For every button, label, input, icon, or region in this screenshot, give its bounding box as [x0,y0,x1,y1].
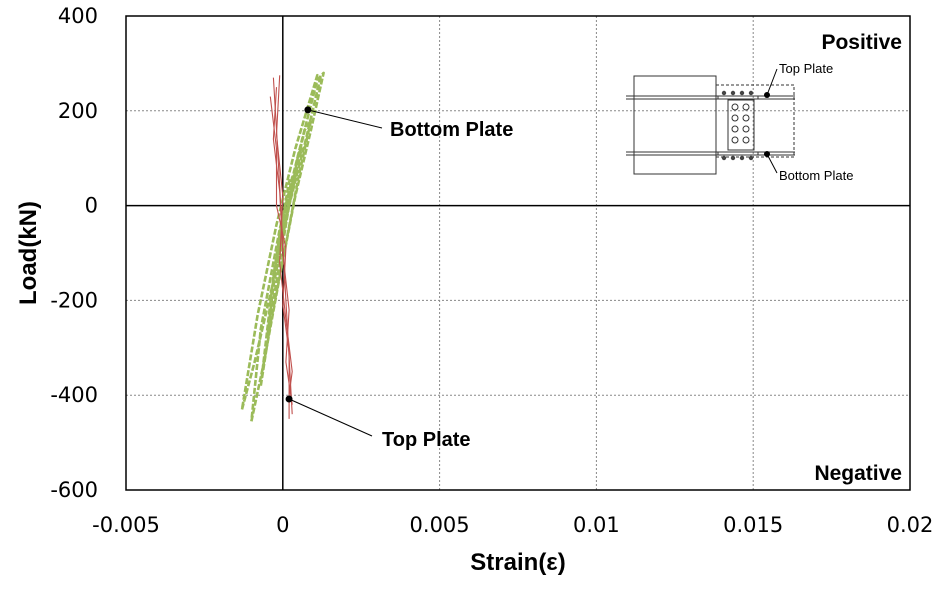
connection-inset: Top Plate Bottom Plate [626,61,853,183]
inset-bolt [742,136,750,144]
inset-bolt [742,103,750,111]
annotation-marker [304,106,312,114]
plot-frame [125,15,911,491]
inset-column [633,75,717,175]
negative-label: Negative [814,462,902,485]
y-axis-label: Load(kN) [15,201,42,305]
inset-top-leader [766,68,778,96]
annotation-label: Top Plate [382,429,471,451]
inset-web-plate [727,99,755,151]
inset-bolt [748,155,754,161]
zero-lines [126,16,910,490]
inset-bolt [730,155,736,161]
annotation-leader [288,398,373,437]
inset-bottom-plate [717,151,759,156]
inset-bolt [731,136,739,144]
y-tick-label: 0 [85,194,98,218]
positive-label: Positive [821,31,902,54]
inset-bottom-leader [766,153,778,174]
y-tick-labels: -600 -400 -200 0 200 400 [50,4,98,502]
y-tick-label: -200 [50,288,98,312]
x-tick-label: 0.005 [410,513,470,537]
series-1-loop-3 [275,75,293,396]
series-group [240,71,325,422]
inset-bolt [730,90,736,96]
inset-bottom-plate-label: Bottom Plate [779,168,853,183]
x-tick-label: 0 [276,513,289,537]
inset-bolt [721,90,727,96]
inset-bolt [742,125,750,133]
x-axis-label: Strain(ε) [470,549,565,576]
series-0-loop-1 [250,71,325,422]
annotations: Bottom Plate Top Plate [285,106,513,451]
x-tick-label: 0.02 [887,513,934,537]
inset-top-plate [717,95,759,100]
annotation-leader [307,109,383,129]
inset-bolt [748,90,754,96]
inset-bolt [721,155,727,161]
series-1-loop-1 [272,87,293,405]
y-tick-label: -400 [50,383,98,407]
inset-bolt [739,155,745,161]
y-tick-label: 200 [58,99,98,123]
series-1-loop-2 [269,96,290,419]
x-tick-label: 0.01 [573,513,620,537]
inset-bolt [739,90,745,96]
inset-bolt [731,114,739,122]
grid [125,15,911,491]
inset-top-plate-label: Top Plate [779,61,833,76]
annotation-label: Bottom Plate [390,119,513,141]
y-tick-label: -600 [50,478,98,502]
x-tick-label: 0.015 [723,513,783,537]
y-tick-label: 400 [58,4,98,28]
inset-bolt [742,114,750,122]
inset-bolt [731,125,739,133]
inset-bolt [731,103,739,111]
x-tick-labels: -0.005 0 0.005 0.01 0.015 0.02 [92,513,933,537]
x-tick-label: -0.005 [92,513,160,537]
annotation-marker [285,395,293,403]
series-0-loop-3 [265,147,303,339]
